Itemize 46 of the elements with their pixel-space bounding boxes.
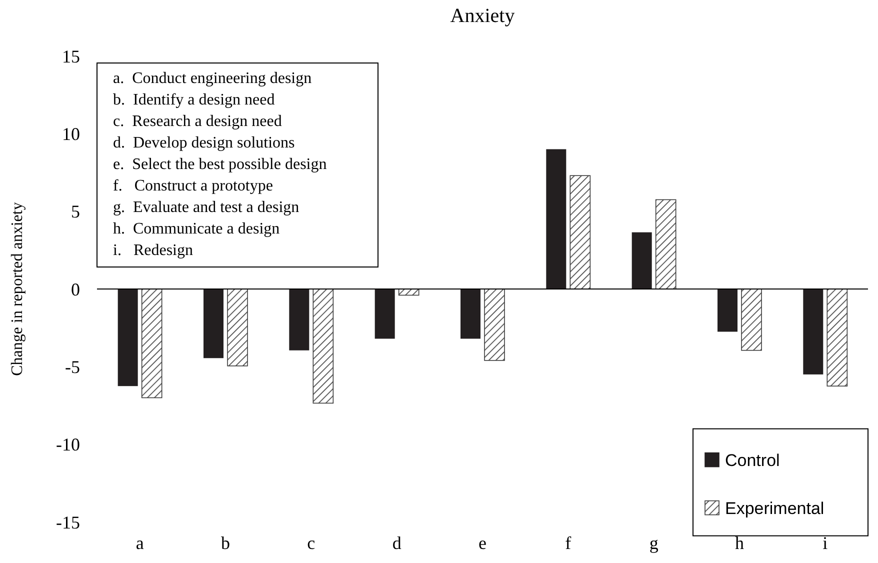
x-tick-label: i (822, 533, 828, 553)
annotation: e. Select the best possible design (113, 156, 327, 173)
y-axis-title: Change in reported anxiety (9, 202, 26, 376)
annotation: d. Develop design solutions (113, 134, 295, 152)
x-tick-label: e (478, 533, 486, 553)
bar (570, 175, 591, 290)
bar (741, 288, 762, 351)
x-tick-label: b (221, 533, 230, 553)
annotation: i. Redesign (113, 242, 193, 259)
bar (546, 149, 566, 289)
bar (118, 289, 138, 386)
bar (141, 288, 162, 398)
annotation: h. Communicate a design (113, 220, 280, 238)
x-tick-label: c (307, 533, 316, 553)
annotation: f. Construct a prototype (113, 178, 273, 194)
y-tick-label: -15 (56, 512, 80, 532)
x-tick-label: f (565, 533, 572, 553)
bar (826, 288, 848, 386)
bar (374, 289, 395, 339)
x-tick-label: h (735, 533, 744, 553)
bar (632, 232, 652, 289)
x-tick-label: a (136, 533, 144, 553)
y-tick-label: -10 (56, 434, 80, 455)
y-tick-label: 10 (62, 124, 80, 144)
y-tick-label: -5 (65, 356, 80, 377)
bar (484, 288, 505, 361)
bar (204, 289, 224, 358)
y-tick-label: 5 (71, 202, 80, 222)
annotation: g. Evaluate and test a design (113, 199, 300, 216)
x-tick-label: d (392, 533, 402, 553)
bar (655, 199, 676, 290)
x-tick-label: g (649, 533, 658, 553)
legend-label: Control (725, 450, 780, 470)
bar (289, 289, 310, 350)
annotation: a. Conduct engineering design (113, 70, 312, 87)
y-tick-label: 0 (71, 279, 80, 300)
bar (460, 289, 480, 339)
annotation: c. Research a design need (113, 113, 282, 130)
chart-title: Anxiety (450, 5, 515, 27)
annotation: b. Identify a design need (113, 92, 275, 108)
bar (718, 289, 738, 332)
legend-label: Experimental (725, 498, 824, 518)
y-tick-label: 15 (62, 46, 80, 66)
bar (312, 288, 334, 404)
bar (803, 289, 824, 374)
bar (227, 288, 248, 366)
